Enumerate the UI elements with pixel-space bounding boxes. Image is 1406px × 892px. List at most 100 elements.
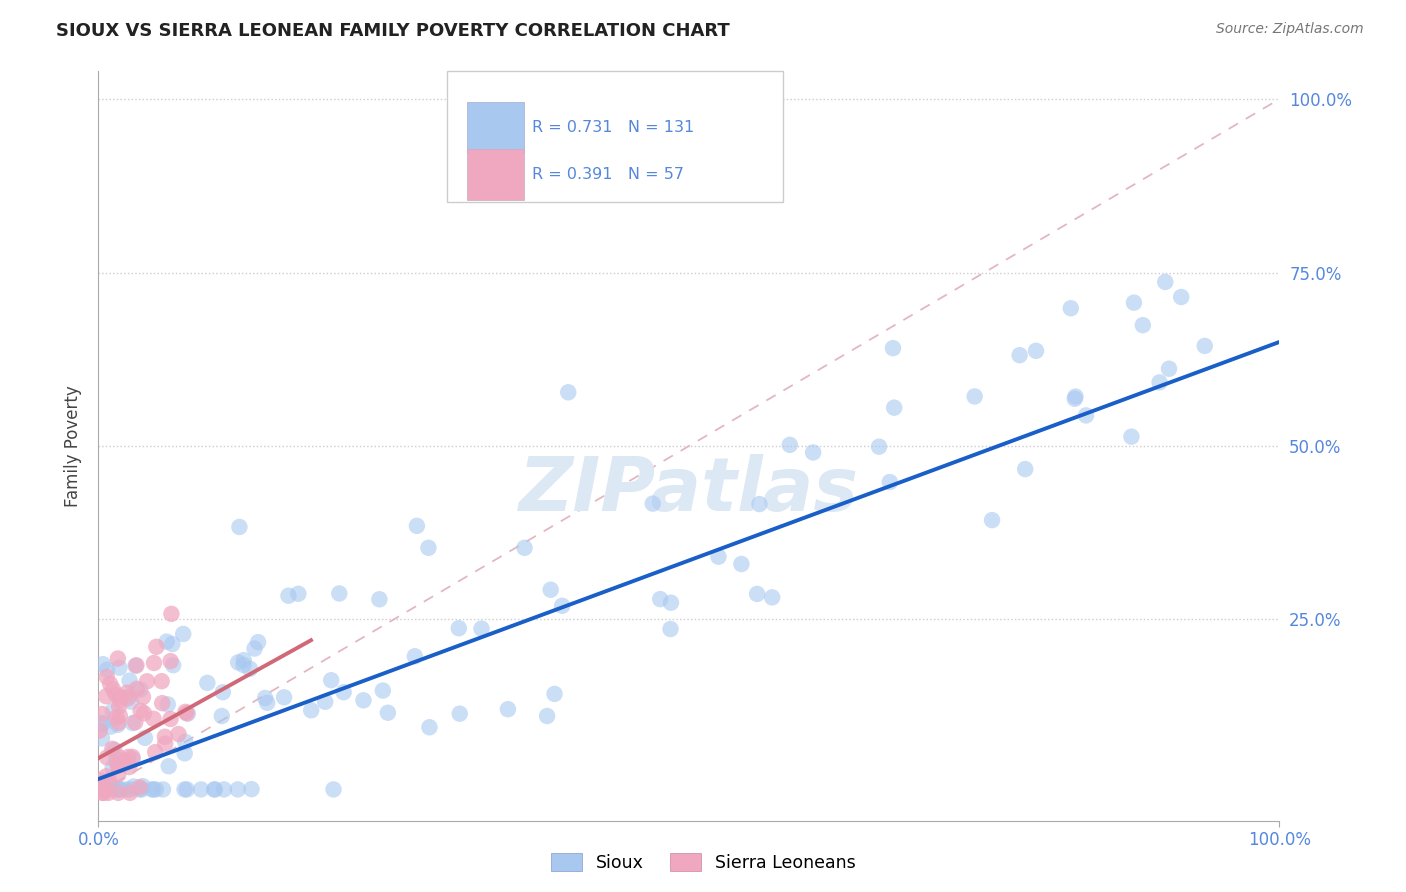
Point: [1074, 409, 1097, 423]
Point: [108, 782, 131, 797]
Point: [1121, 430, 1143, 444]
Point: [190, 782, 212, 797]
Point: [96, 663, 118, 677]
Point: [132, 706, 155, 721]
Point: [121, 752, 143, 766]
Point: [204, 782, 226, 797]
Point: [101, 682, 124, 697]
Point: [120, 782, 142, 797]
Point: [371, 683, 394, 698]
Point: [150, 696, 173, 710]
Point: [162, 658, 184, 673]
Point: [108, 690, 131, 704]
Point: [404, 649, 426, 664]
Point: [963, 389, 986, 403]
Point: [98, 773, 121, 788]
Point: [543, 687, 565, 701]
Point: [107, 651, 129, 665]
Point: [406, 519, 429, 533]
Point: [1025, 343, 1047, 358]
Point: [118, 786, 141, 800]
Point: [173, 782, 195, 797]
Point: [202, 782, 225, 797]
Point: [174, 705, 197, 719]
Point: [496, 702, 519, 716]
Point: [105, 710, 128, 724]
Point: [287, 587, 309, 601]
Point: [418, 720, 440, 734]
Point: [107, 758, 129, 772]
Point: [172, 627, 194, 641]
Point: [145, 782, 167, 797]
Point: [779, 438, 801, 452]
Point: [299, 703, 322, 717]
Point: [1123, 295, 1146, 310]
Point: [117, 690, 139, 704]
Point: [142, 712, 165, 726]
Point: [118, 673, 141, 688]
Point: [101, 760, 124, 774]
Point: [152, 782, 174, 797]
Point: [160, 607, 183, 621]
Point: [1157, 361, 1180, 376]
Point: [228, 520, 250, 534]
Point: [103, 782, 125, 797]
Point: [321, 673, 343, 688]
Point: [94, 782, 117, 797]
Point: [551, 599, 574, 613]
Point: [659, 596, 682, 610]
Legend: Sioux, Sierra Leoneans: Sioux, Sierra Leoneans: [544, 847, 862, 879]
Point: [89, 723, 111, 738]
Point: [314, 695, 336, 709]
Point: [108, 758, 131, 772]
Point: [1060, 301, 1083, 316]
Point: [226, 656, 249, 670]
Point: [107, 715, 129, 730]
Point: [108, 699, 131, 714]
Point: [120, 695, 142, 709]
Point: [730, 557, 752, 571]
Point: [254, 691, 277, 706]
Point: [449, 706, 471, 721]
Point: [1014, 462, 1036, 476]
Point: [156, 698, 179, 712]
Point: [96, 750, 118, 764]
Point: [91, 782, 114, 797]
Point: [162, 637, 184, 651]
Point: [98, 779, 121, 793]
Point: [125, 658, 148, 673]
Point: [100, 720, 122, 734]
Point: [177, 706, 200, 721]
Point: [121, 749, 143, 764]
Point: [98, 677, 121, 691]
Point: [513, 541, 536, 555]
Point: [328, 586, 350, 600]
Point: [129, 704, 152, 718]
Point: [101, 741, 124, 756]
Point: [273, 690, 295, 705]
Point: [117, 691, 139, 706]
Point: [132, 779, 155, 793]
Point: [157, 759, 180, 773]
Point: [129, 682, 152, 697]
Point: [1154, 275, 1177, 289]
Point: [117, 686, 139, 700]
Point: [353, 693, 375, 707]
Point: [883, 401, 905, 415]
Point: [97, 782, 120, 797]
Point: [141, 782, 163, 797]
Point: [1170, 290, 1192, 304]
Point: [256, 696, 278, 710]
Point: [94, 782, 117, 797]
Text: SIOUX VS SIERRA LEONEAN FAMILY POVERTY CORRELATION CHART: SIOUX VS SIERRA LEONEAN FAMILY POVERTY C…: [56, 22, 730, 40]
Text: Source: ZipAtlas.com: Source: ZipAtlas.com: [1216, 22, 1364, 37]
Point: [108, 709, 131, 723]
Point: [981, 513, 1004, 527]
Point: [143, 745, 166, 759]
Point: [1064, 390, 1087, 404]
Point: [650, 592, 672, 607]
Point: [94, 782, 117, 797]
Point: [122, 780, 145, 794]
Point: [470, 622, 492, 636]
Point: [243, 641, 266, 656]
